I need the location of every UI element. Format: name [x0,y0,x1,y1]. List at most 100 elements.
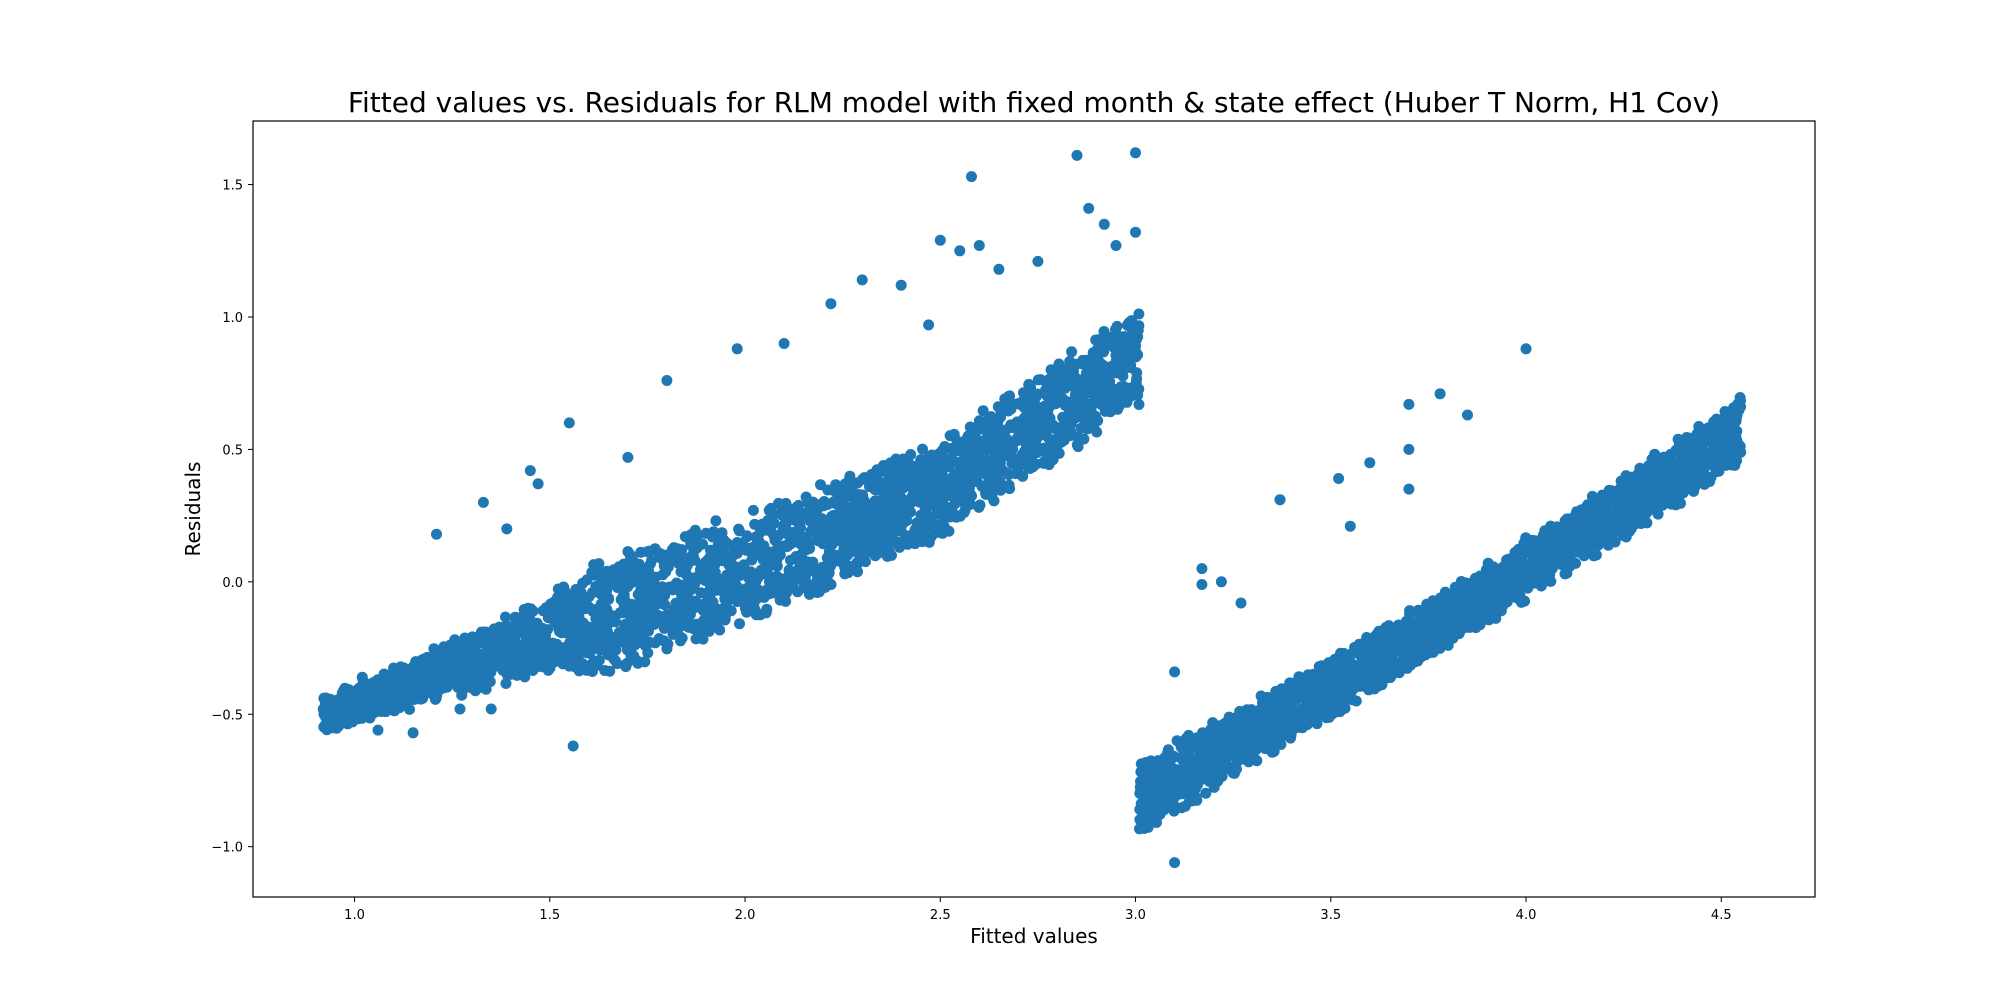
data-point [934,234,946,246]
x-tick-label: 2.0 [735,908,756,923]
data-point [1460,585,1472,597]
data-point [771,560,783,572]
data-point [1676,449,1688,461]
y-tick-label: −0.5 [211,708,243,723]
data-point [878,526,890,538]
data-point [1312,667,1324,679]
data-point [823,546,835,558]
data-point [817,535,829,547]
data-point [563,660,575,672]
data-point [1719,435,1731,447]
data-point [793,499,805,511]
data-point [336,687,348,699]
data-point [821,576,833,588]
data-point [1696,441,1708,453]
data-point [575,586,587,598]
data-point [1301,704,1313,716]
data-point [541,637,552,649]
data-point [1524,534,1536,546]
data-point [973,415,985,427]
data-point [624,549,636,561]
data-point [553,598,565,609]
data-point [843,502,855,514]
data-point [785,554,796,566]
data-point [1476,585,1488,597]
data-point [900,512,912,524]
data-point [515,627,527,639]
data-point [918,476,930,488]
data-point [862,509,874,521]
data-point [1697,450,1709,462]
data-point [1468,594,1480,606]
data-point [498,642,510,654]
data-point [1732,437,1744,449]
data-point [1536,556,1547,568]
data-point [1097,360,1109,371]
data-point [1268,712,1280,724]
points-layer [317,147,1747,869]
data-point [1649,448,1661,460]
data-point [1383,620,1395,632]
data-point [1018,446,1030,458]
data-point [1131,367,1143,379]
data-point [548,609,560,621]
data-point [681,609,693,621]
data-point [1429,605,1441,617]
data-point [1082,399,1094,410]
data-point [632,657,644,669]
data-point [1138,798,1149,810]
data-point [901,530,913,542]
data-point [1024,432,1036,443]
data-point [500,678,512,689]
data-point [1053,364,1065,376]
data-point [885,495,897,507]
data-point [1268,734,1280,745]
data-point [536,623,548,634]
data-point [1196,579,1208,590]
data-point [803,566,815,578]
data-point [631,570,643,582]
data-point [1420,622,1432,634]
data-point [1104,376,1116,388]
data-point [622,451,634,463]
data-point [671,577,682,589]
data-point [734,618,745,630]
data-point [1004,483,1016,495]
data-point [1403,443,1415,455]
data-point [1082,423,1093,435]
data-point [652,609,664,621]
data-point [804,588,815,600]
data-point [1590,549,1602,561]
data-point [501,523,513,535]
data-point [781,582,793,593]
data-point [1549,544,1561,556]
data-point [1629,518,1641,530]
data-point [1515,596,1527,608]
data-point [456,689,468,701]
data-point [431,528,442,540]
data-point [1003,469,1015,481]
data-point [1142,821,1154,833]
data-point [625,619,637,631]
data-point [940,457,952,469]
data-point [1284,693,1296,705]
data-point [706,531,718,543]
data-point [1357,655,1369,667]
data-point [1735,395,1746,406]
data-point [695,563,706,575]
data-point [749,518,761,530]
data-point [1117,387,1129,399]
data-point [531,653,543,665]
data-point [1024,412,1036,424]
data-point [554,646,566,658]
data-point [1364,457,1376,469]
data-point [329,716,341,728]
data-point [838,551,849,563]
data-point [733,525,745,537]
data-point [622,571,634,583]
data-point [1474,618,1486,630]
data-point [460,666,472,678]
data-point [1403,483,1415,495]
data-point [621,657,633,669]
x-tick-label: 3.5 [1320,908,1341,923]
